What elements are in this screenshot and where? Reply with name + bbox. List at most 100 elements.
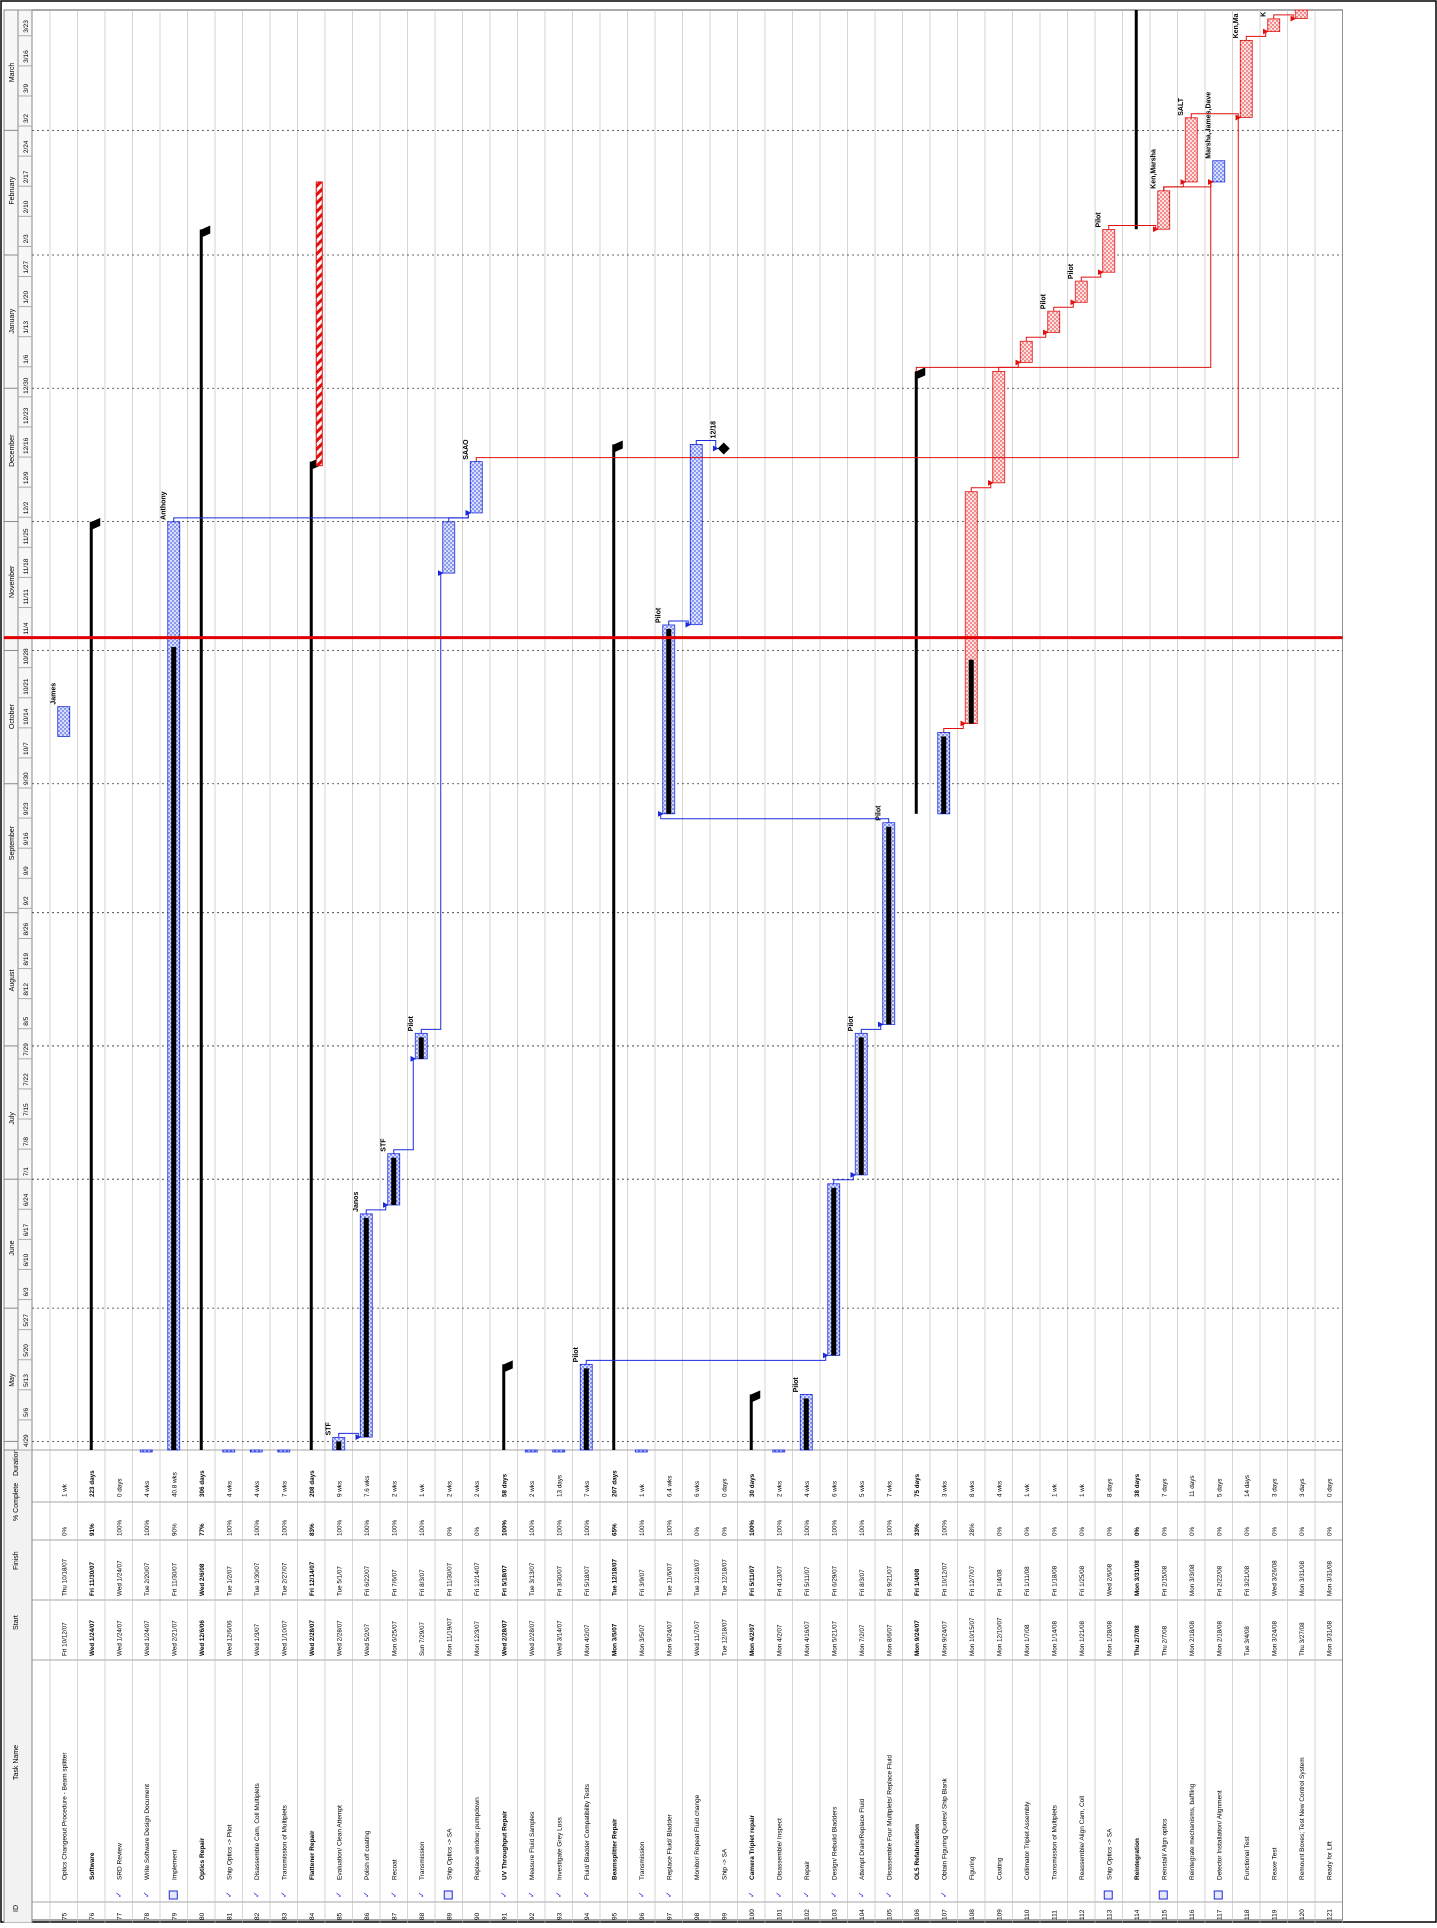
week-label: 7/22 [23,1073,30,1086]
task-finish: Fri 5/11/07 [749,1565,756,1596]
task-finish: Fri 9/21/07 [886,1565,893,1596]
task-finish: Fri 12/14/07 [474,1562,481,1596]
summary-bar [309,461,313,1450]
task-pct: 0% [996,1526,1003,1536]
task-finish: Wed 1/24/07 [116,1560,123,1596]
task-start: Wed 11/7/07 [694,1620,701,1656]
task-start: Mon 12/10/07 [996,1617,1003,1656]
row-id: 109 [996,1909,1003,1920]
task-start: Mon 4/2/07 [776,1624,783,1656]
check-icon: ✓ [417,1891,426,1898]
week-label: 2/17 [23,170,30,183]
check-icon: ✓ [884,1891,893,1898]
task-pct: 100% [556,1519,563,1536]
progress-bar [336,1441,342,1450]
dependency-link [1108,225,1159,233]
task-finish: Fri 1/18/08 [1051,1565,1058,1596]
task-finish: Fri 8/3/07 [859,1569,866,1596]
row-id: 80 [199,1912,206,1920]
check-icon: ✓ [829,1891,838,1898]
task-duration: 5 wks [859,1481,866,1497]
task-pct: 0% [1216,1526,1223,1536]
dependency-link [1245,28,1269,41]
task-finish: Fri 1/4/08 [914,1568,921,1596]
task-name: Ship -> SA [721,1848,728,1880]
task-pct: 100% [501,1519,508,1536]
task-finish: Fri 11/30/07 [446,1562,453,1596]
dependency-link [585,1352,829,1365]
task-start: Tue 12/18/07 [721,1619,728,1656]
progress-bar [391,1157,397,1205]
month-label: November [9,565,16,598]
dependency-link [173,509,472,522]
dependency-link [657,810,890,823]
task-name: Transmission of Multiplets [1051,1804,1058,1880]
milestone-diamond [717,442,730,455]
task-finish: Wed 3/26/08 [1271,1560,1278,1596]
task-bar [1019,340,1033,363]
dependency-link [668,620,692,628]
task-name: Coating [996,1857,1003,1880]
flattener-hatch-bar [315,181,323,467]
row-id: 103 [831,1909,838,1920]
task-start: Wed 1/10/07 [281,1620,288,1656]
week-label: 10/28 [23,648,30,665]
row-id: 110 [1024,1909,1031,1920]
task-duration: 7 wks [886,1481,893,1497]
resource-label: Pilot [1041,293,1048,309]
check-icon: ✓ [664,1891,673,1898]
row-id: 77 [116,1912,123,1920]
task-duration: 58 days [501,1473,508,1497]
week-label: 9/30 [23,772,30,785]
week-label: 12/23 [23,407,30,424]
dependency-link [943,720,967,733]
task-finish: Fri 11/30/07 [89,1562,96,1596]
task-bar [1294,9,1308,19]
task-duration: 0 days [116,1478,123,1497]
row-id: 104 [859,1909,866,1920]
task-bar [469,461,483,514]
dependency-link [1053,299,1077,312]
task-bar [1184,117,1198,183]
week-label: 11/4 [23,622,30,635]
task-pct: 100% [529,1519,536,1536]
task-finish: Mon 3/31/08 [1299,1560,1306,1596]
week-label: 12/30 [23,377,30,394]
week-label: 7/1 [23,1167,30,1176]
row-id: 84 [309,1912,316,1920]
week-label: 9/9 [23,866,30,875]
week-label: 11/18 [23,558,30,574]
task-pct: 0% [1106,1526,1113,1536]
task-start: Wed 2/28/07 [309,1620,316,1656]
task-finish: Fri 12/14/07 [309,1561,316,1596]
row-id: 105 [886,1909,893,1920]
row-id: 115 [1161,1909,1168,1920]
task-start: Mon 1/14/08 [1051,1620,1058,1656]
task-bar [442,521,456,574]
check-icon: ✓ [582,1891,591,1898]
week-label: 7/15 [23,1103,30,1116]
dependency-link [1190,113,1242,121]
month-label: March [9,63,16,83]
check-icon: ✓ [747,1891,756,1898]
task-start: Mon 3/5/07 [639,1624,646,1656]
task-start: Mon 3/31/08 [1326,1620,1333,1656]
progress-bar [803,1398,809,1450]
task-name: Collimator Triplet Assembly [1024,1801,1031,1880]
task-name: Optics Changeout Procedure - Beam splitt… [61,1752,68,1880]
month-label: February [9,176,16,205]
summary-bar [502,1364,506,1450]
task-finish: Tue 12/18/07 [721,1559,728,1596]
row-id: 86 [364,1912,371,1920]
task-start: Mon 12/3/07 [474,1620,481,1656]
task-name: Attempt Drain/Replace Fluid [859,1798,866,1880]
summary-end-cap [503,1360,513,1373]
row-id: 100 [749,1909,756,1920]
task-finish: Tue 1/30/07 [254,1562,261,1596]
resource-label: Pilot [793,1377,800,1393]
task-duration: 2 wks [474,1481,481,1497]
resource-label: Pilot [1096,212,1103,228]
task-duration: 207 days [611,1470,618,1497]
check-icon: ✓ [334,1891,343,1898]
task-pct: 0% [694,1526,701,1536]
